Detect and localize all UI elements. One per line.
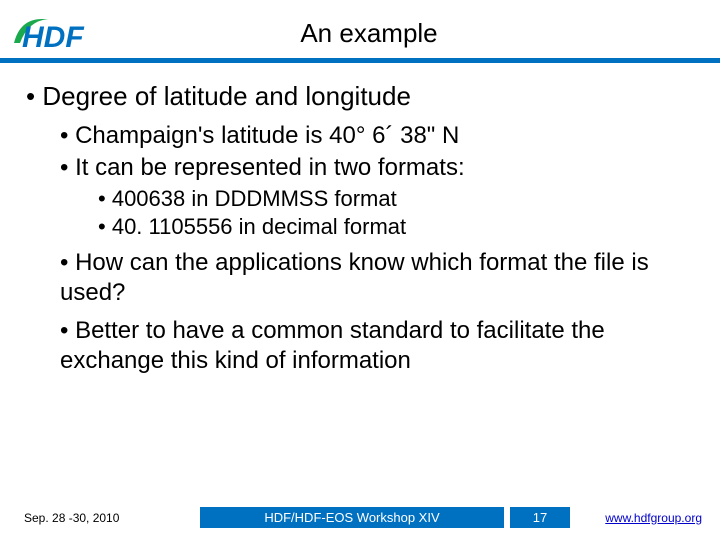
slide-title: An example (90, 18, 708, 49)
bullet-level-2: How can the applications know which form… (60, 248, 694, 308)
footer-page-number: 17 (510, 507, 570, 528)
header-divider (0, 58, 720, 63)
bullet-level-2: It can be represented in two formats: (60, 154, 694, 182)
footer-url: www.hdfgroup.org (570, 511, 720, 525)
slide-footer: Sep. 28 -30, 2010 HDF/HDF-EOS Workshop X… (0, 507, 720, 528)
svg-text:HDF: HDF (22, 21, 84, 53)
bullet-level-3: 40. 1105556 in decimal format (98, 214, 694, 240)
slide-content: Degree of latitude and longitude Champai… (0, 81, 720, 376)
bullet-level-1: Degree of latitude and longitude (26, 81, 694, 112)
bullet-level-2: Champaign's latitude is 40° 6´ 38" N (60, 122, 694, 150)
hdf-logo: HDF (12, 13, 90, 53)
bullet-level-3: 400638 in DDDMMSS format (98, 186, 694, 212)
footer-workshop: HDF/HDF-EOS Workshop XIV (200, 507, 504, 528)
slide-header: HDF An example (0, 0, 720, 58)
bullet-level-2: Better to have a common standard to faci… (60, 316, 694, 376)
footer-date: Sep. 28 -30, 2010 (0, 511, 200, 525)
